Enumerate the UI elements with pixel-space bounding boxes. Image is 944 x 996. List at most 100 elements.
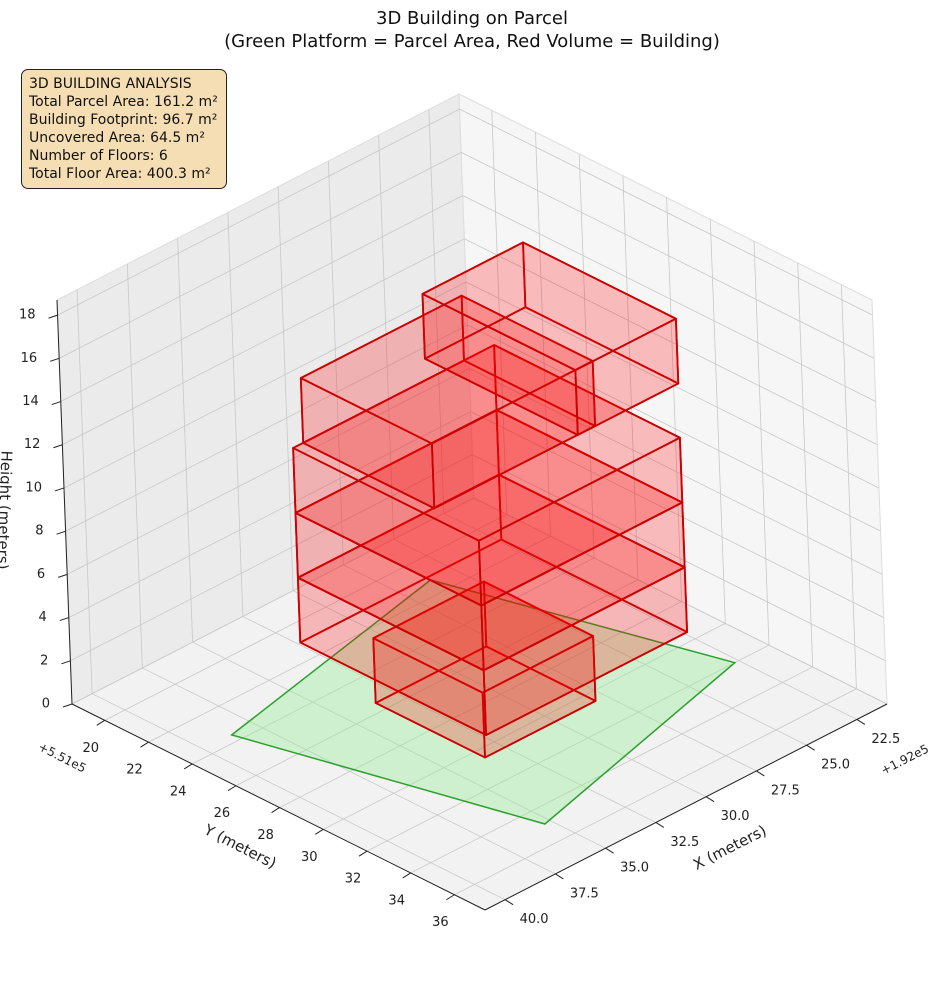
grid-line bbox=[393, 538, 807, 746]
grid-line bbox=[473, 497, 888, 705]
grid-line bbox=[63, 281, 467, 489]
chart-subtitle: (Green Platform = Parcel Area, Red Volum… bbox=[224, 31, 720, 52]
y-tick bbox=[96, 719, 106, 726]
grid-line bbox=[227, 212, 244, 617]
grid-line bbox=[323, 622, 726, 830]
grid-line bbox=[470, 411, 884, 618]
y-tick bbox=[271, 807, 280, 813]
y-offset: +5.51e5 bbox=[36, 740, 89, 776]
grid-line bbox=[67, 368, 470, 575]
grid-line bbox=[58, 151, 462, 359]
y-tick-label: 30 bbox=[301, 850, 318, 865]
title-block: 3D Building on Parcel (Green Platform = … bbox=[0, 7, 944, 53]
y-tick bbox=[227, 785, 237, 792]
x-tick bbox=[705, 796, 715, 803]
floor-face bbox=[421, 241, 677, 372]
x-tick-label: 27.5 bbox=[771, 783, 800, 798]
grid-line bbox=[465, 281, 880, 489]
z-tick-label: 18 bbox=[19, 308, 36, 323]
grid-line bbox=[327, 160, 344, 565]
info-box: 3D BUILDING ANALYSIS Total Parcel Area: 1… bbox=[21, 69, 227, 189]
z-tick-label: 2 bbox=[40, 653, 48, 668]
grid-line bbox=[192, 557, 595, 765]
grid-line bbox=[753, 241, 770, 646]
z-tick-label: 10 bbox=[25, 480, 42, 495]
z-tick-label: 6 bbox=[37, 567, 45, 582]
grid-line bbox=[535, 132, 551, 537]
grid-line bbox=[410, 666, 813, 874]
axis-line bbox=[56, 299, 73, 705]
grid-line bbox=[60, 195, 463, 402]
x-tick-label: 32.5 bbox=[670, 835, 699, 850]
grid-line bbox=[459, 108, 873, 316]
z-tick-label: 16 bbox=[21, 351, 38, 366]
grid-line bbox=[235, 579, 639, 787]
z-tick-label: 0 bbox=[42, 697, 50, 712]
grid-line bbox=[177, 238, 193, 643]
grid-line bbox=[797, 262, 814, 667]
y-tick-label: 36 bbox=[432, 915, 449, 930]
grid-line bbox=[462, 195, 876, 402]
y-tick bbox=[446, 894, 455, 901]
grid-line bbox=[192, 641, 606, 849]
grid-line bbox=[91, 693, 506, 901]
x-tick-label: 25.0 bbox=[821, 758, 850, 773]
x-tick bbox=[806, 744, 815, 751]
info-line: Total Parcel Area: 161.2 m² bbox=[29, 94, 218, 110]
axis-line bbox=[484, 703, 888, 911]
y-tick-label: 20 bbox=[83, 741, 100, 756]
axis-line bbox=[71, 703, 486, 911]
grid-line bbox=[666, 197, 682, 602]
y-tick bbox=[140, 741, 149, 748]
x-tick bbox=[756, 770, 765, 777]
grid-line bbox=[366, 644, 770, 852]
grid-line bbox=[104, 513, 507, 721]
x-tick-label: 35.0 bbox=[620, 861, 649, 876]
y-tick bbox=[183, 763, 193, 770]
z-tick bbox=[62, 703, 73, 708]
grid-line bbox=[472, 454, 886, 662]
x-tick bbox=[605, 847, 614, 854]
grid-line bbox=[71, 497, 475, 705]
grid-line bbox=[469, 368, 883, 575]
x-axis-label: X (meters) bbox=[690, 821, 769, 873]
grid-line bbox=[578, 153, 595, 558]
z-tick bbox=[61, 660, 71, 665]
grid-line bbox=[279, 601, 682, 808]
y-tick bbox=[402, 872, 411, 879]
info-line: 3D BUILDING ANALYSIS bbox=[29, 76, 192, 92]
y-tick bbox=[315, 828, 324, 835]
grid-line bbox=[709, 219, 726, 624]
x-tick bbox=[655, 822, 665, 828]
grid-line bbox=[68, 411, 471, 618]
grid-line bbox=[292, 590, 707, 798]
info-line: Uncovered Area: 64.5 m² bbox=[29, 130, 205, 146]
grid-line bbox=[464, 238, 878, 446]
y-tick-label: 34 bbox=[388, 893, 405, 908]
info-line: Number of Floors: 6 bbox=[29, 148, 168, 164]
grid-line bbox=[65, 324, 468, 532]
grid-line bbox=[343, 564, 757, 772]
grid-line bbox=[70, 454, 473, 662]
x-offset: +1.92e5 bbox=[879, 742, 932, 778]
info-line: Building Footprint: 96.7 m² bbox=[29, 112, 218, 128]
grid-line bbox=[142, 667, 556, 875]
z-tick bbox=[59, 617, 69, 622]
z-tick bbox=[48, 314, 58, 319]
grid-line bbox=[622, 175, 639, 580]
y-tick-label: 32 bbox=[345, 872, 362, 887]
chart-title: 3D Building on Parcel bbox=[376, 8, 568, 29]
z-tick bbox=[54, 487, 65, 492]
grid-line bbox=[378, 135, 394, 540]
z-tick-label: 4 bbox=[39, 610, 47, 625]
y-tick-label: 24 bbox=[170, 784, 187, 799]
z-tick bbox=[53, 444, 63, 449]
x-tick bbox=[504, 899, 514, 906]
grid-line bbox=[428, 109, 445, 514]
z-tick-label: 12 bbox=[24, 437, 41, 452]
z-tick bbox=[56, 530, 66, 535]
z-tick-label: 14 bbox=[22, 394, 39, 409]
x-tick-label: 40.0 bbox=[520, 912, 549, 927]
